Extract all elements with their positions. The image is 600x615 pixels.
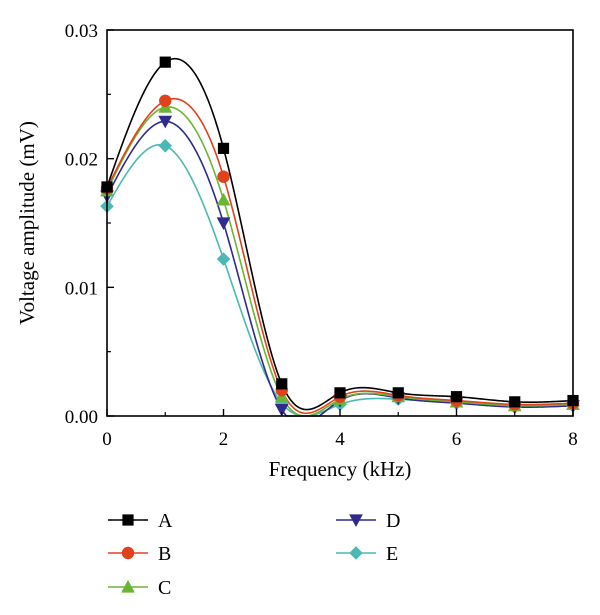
legend-marker <box>122 514 134 526</box>
legend-marker <box>349 514 363 528</box>
legend-item-d: D <box>336 510 400 532</box>
x-tick-label: 0 <box>102 429 112 450</box>
series-curves <box>106 57 574 417</box>
x-tick-label: 4 <box>335 429 345 450</box>
legend-label: D <box>386 510 400 532</box>
data-point-e <box>216 252 231 266</box>
plot-frame <box>106 29 574 417</box>
data-point-a <box>392 387 404 399</box>
legend-item-e: E <box>336 543 398 565</box>
data-point-a <box>334 387 346 399</box>
legend: ABC DE <box>108 510 400 599</box>
data-point-a <box>450 391 463 403</box>
legend-item-a: A <box>108 510 173 532</box>
data-point-c <box>216 192 231 206</box>
series-line-d <box>106 120 574 417</box>
x-tick-label: 2 <box>219 429 229 450</box>
legend-marker <box>121 546 135 560</box>
x-axis-title: Frequency (kHz) <box>269 457 412 481</box>
data-point-a <box>159 56 171 68</box>
series-line-b <box>106 97 574 415</box>
legend-label: C <box>158 577 171 599</box>
series-line-e <box>106 143 574 417</box>
legend-marker <box>349 546 363 560</box>
series-line-c <box>106 106 574 417</box>
y-tick-label: 0.02 <box>65 150 98 171</box>
data-point-a <box>276 378 288 390</box>
data-point-d <box>274 403 289 417</box>
legend-label: E <box>386 543 398 565</box>
data-point-d <box>158 115 173 129</box>
x-tick-label: 6 <box>452 429 462 450</box>
legend-item-c: C <box>108 577 171 599</box>
series-line-a <box>106 57 574 411</box>
x-tick-label: 8 <box>568 429 578 450</box>
y-tick-label: 0.00 <box>65 407 98 428</box>
series-markers <box>100 56 580 417</box>
data-point-e <box>158 139 173 153</box>
axis-ticks: 0 2 4 6 8 0.00 0.01 0.02 0.03 <box>65 21 578 450</box>
y-axis-title: Voltage amplitude (mV) <box>15 121 39 325</box>
legend-item-b: B <box>108 543 171 565</box>
data-point-d <box>216 217 231 231</box>
data-point-a <box>217 142 230 154</box>
legend-label: B <box>158 543 171 565</box>
data-point-b <box>159 94 172 107</box>
legend-label: A <box>158 510 173 532</box>
legend-marker <box>121 579 135 593</box>
y-tick-label: 0.03 <box>65 21 98 42</box>
y-tick-label: 0.01 <box>65 278 98 299</box>
data-point-b <box>217 170 230 183</box>
data-point-a <box>509 396 521 408</box>
